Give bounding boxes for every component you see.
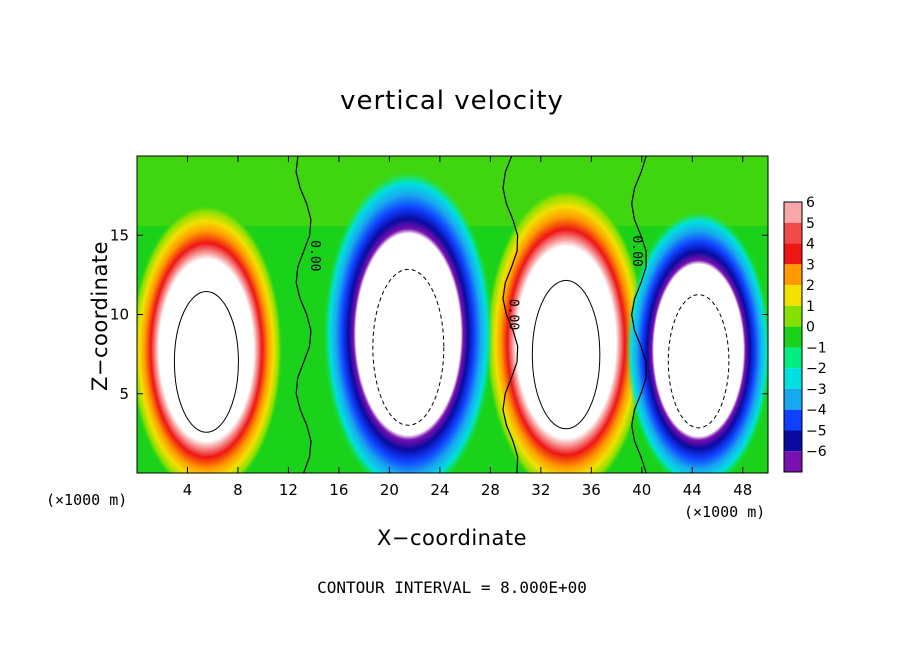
x-tick-label: 28 [481, 481, 500, 499]
colorbar-label: 0 [806, 320, 815, 336]
updraft-contour-1 [173, 291, 239, 433]
contour-labels: 0.00 0.00 0.00 [307, 235, 644, 330]
x-tick-label: 36 [582, 481, 601, 499]
colorbar-label: −4 [806, 403, 827, 419]
x-tick-label: 20 [380, 481, 399, 499]
x-tick-label: 32 [531, 481, 550, 499]
colorbar-swatch [784, 264, 802, 286]
contour-interval-note: CONTOUR INTERVAL = 8.000E+00 [317, 578, 587, 597]
x-tick-label: 8 [233, 481, 243, 499]
colorbar-label: −2 [806, 361, 827, 377]
x-tick-label: 16 [329, 481, 348, 499]
colorbar-swatch [784, 451, 802, 472]
colorbar-swatch [784, 430, 802, 452]
colorbar-swatch [784, 202, 802, 223]
colorbar-swatch [784, 388, 802, 410]
zero-contour-line-1 [295, 156, 312, 473]
x-unit-label-right: (×1000 m) [684, 503, 766, 521]
colorbar-label: 6 [806, 195, 815, 211]
downdraft-region-2 [626, 211, 768, 473]
x-tick-label: 12 [279, 481, 298, 499]
y-tick-label: 10 [110, 306, 129, 324]
downdraft-contour-2 [667, 294, 730, 429]
x-axis-label: X−coordinate [377, 526, 527, 550]
colorbar-swatch [784, 222, 802, 244]
heatmap-field [137, 156, 768, 473]
contour-label-2: 0.00 [505, 299, 520, 330]
colorbar-label: 3 [806, 257, 815, 273]
contour-label-1: 0.00 [307, 240, 322, 271]
colorbar-label: −6 [806, 444, 827, 460]
downdraft-region-1 [323, 171, 493, 473]
x-tick-label: 40 [632, 481, 651, 499]
updraft-region-1 [137, 203, 283, 473]
colorbar-frame [783, 201, 803, 473]
contour-label-3: 0.00 [629, 235, 644, 266]
colorbar-swatch [784, 409, 802, 431]
colorbar-label: 2 [806, 278, 815, 294]
colorbar-label: 5 [806, 216, 815, 232]
updraft-contour-2 [531, 279, 601, 430]
x-tick-label: 44 [683, 481, 702, 499]
colorbar-swatch [784, 347, 802, 369]
x-axis: 4 8 12 16 20 24 28 32 36 40 44 48 [183, 156, 752, 499]
zero-contour-line-3 [631, 156, 647, 473]
colorbar-swatch [784, 368, 802, 389]
colorbar: 6 5 4 3 2 1 0 −1 −2 −3 −4 −5 −6 [783, 195, 827, 473]
downdraft-contour-1 [372, 268, 445, 426]
colorbar-label: −1 [806, 340, 827, 356]
zero-contour-line-2 [502, 156, 519, 473]
colorbar-swatch [784, 305, 802, 327]
x-tick-label: 48 [733, 481, 752, 499]
updraft-region-2 [485, 187, 647, 473]
colorbar-swatch [784, 243, 802, 265]
colorbar-label: 4 [806, 237, 815, 253]
colorbar-label: 1 [806, 299, 815, 315]
x-tick-label: 4 [183, 481, 193, 499]
colorbar-label: −3 [806, 382, 827, 398]
x-unit-label-left: (×1000 m) [46, 491, 128, 509]
colorbar-swatch [784, 285, 802, 306]
x-tick-label: 24 [430, 481, 449, 499]
colorbar-label: −5 [806, 423, 827, 439]
y-axis: 5 10 15 [110, 226, 768, 403]
colorbar-swatch [784, 326, 802, 348]
y-tick-label: 5 [119, 385, 129, 403]
y-tick-label: 15 [110, 226, 129, 244]
chart-title: vertical velocity [340, 86, 564, 116]
